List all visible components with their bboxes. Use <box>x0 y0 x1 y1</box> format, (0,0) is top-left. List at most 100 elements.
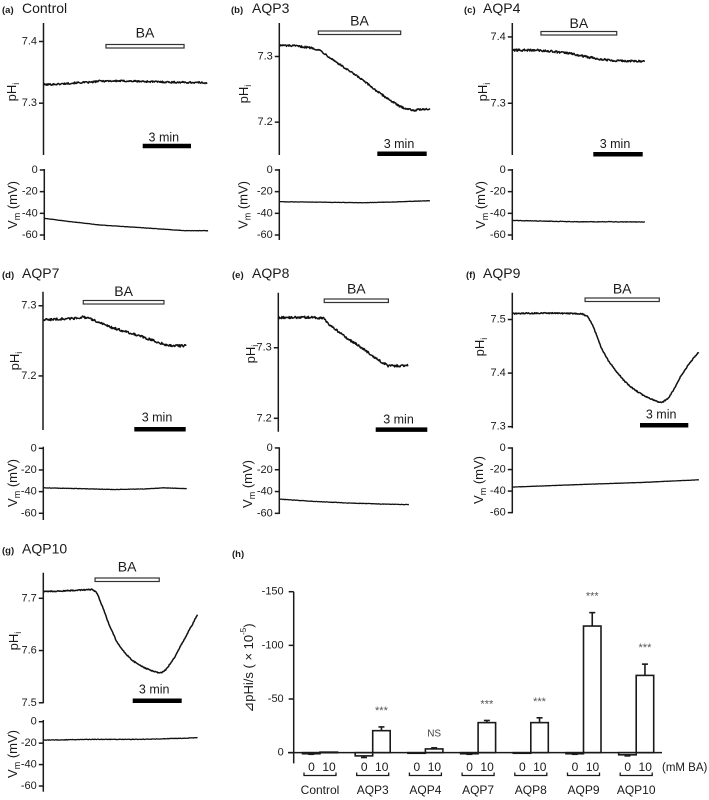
bar-ytick-label: 0 <box>278 747 284 759</box>
bar-10mM-aqp3 <box>371 729 392 754</box>
panel-label: (f) <box>466 270 476 281</box>
ph-ytick-label: 7.7 <box>22 592 37 604</box>
group-label: AQP7 <box>462 783 494 797</box>
dose-label-10mM: 10 <box>322 760 336 774</box>
vm-ytick-label: -60 <box>21 780 37 792</box>
vm-trace <box>279 199 431 204</box>
dose-label-10mM: 10 <box>533 760 547 774</box>
vm-axis-label: Vm (mV) <box>5 181 23 229</box>
panel-h-bar-chart: (h)-150-100-500⊿pHi/s ( × 10-5)0 10Contro… <box>232 549 708 797</box>
ph-axis-label-main: pH <box>7 354 22 371</box>
time-scale-bar-label: 3 min <box>383 412 414 426</box>
dose-label-0mM: 0 <box>414 760 421 774</box>
ph-axis-label: pHi <box>7 352 25 371</box>
vm-ytick-label: -60 <box>22 229 38 241</box>
ph-axis-label-main: pH <box>236 87 251 104</box>
vm-axis-label-main: V <box>5 220 20 229</box>
ph-axis-label-subscript: i <box>13 632 23 634</box>
dose-label-10mM: 10 <box>586 760 600 774</box>
group-bracket <box>356 772 390 777</box>
ba-label: BA <box>114 283 133 299</box>
panel-title: AQP10 <box>22 541 67 557</box>
bar-10mM-aqp9 <box>582 625 602 754</box>
panel-label: (d) <box>2 270 14 281</box>
ph-axis-label-subscript: i <box>482 83 492 85</box>
vm-axis-label-unit: (mV) <box>5 730 20 762</box>
group-bracket <box>303 772 337 777</box>
ph-ytick-label: 7.4 <box>491 31 506 43</box>
vm-trace <box>512 219 645 223</box>
ba-label: BA <box>118 559 137 575</box>
vm-ytick-label: -20 <box>490 464 506 476</box>
dose-label-10mM: 10 <box>639 760 653 774</box>
group-label: AQP9 <box>567 783 599 797</box>
panel-label: (b) <box>231 5 243 16</box>
ph-ytick-label: 7.5 <box>491 313 506 325</box>
vm-axis-label-unit: (mV) <box>235 181 250 213</box>
bar-ytick-label: -100 <box>262 639 284 651</box>
ph-axis-label: pHi <box>472 338 490 357</box>
panel-title: AQP3 <box>252 0 290 16</box>
panel-label: (e) <box>232 270 244 281</box>
time-scale-bar-label: 3 min <box>139 682 170 696</box>
ph-trace <box>511 48 646 63</box>
group-bracket <box>408 772 443 777</box>
vm-ytick-label: -20 <box>257 464 273 476</box>
ph-ytick-label: 7.6 <box>22 645 37 657</box>
ba-application-bar <box>105 43 185 49</box>
group-bracket <box>461 772 495 777</box>
panel-title: AQP4 <box>483 0 521 16</box>
vm-axis-label-unit: (mV) <box>5 181 20 213</box>
vm-ytick-label: -20 <box>490 186 506 198</box>
ph-axis-label-main: pH <box>243 347 258 364</box>
vm-axis-label-subscript: m <box>12 213 22 221</box>
group-label: AQP4 <box>409 783 441 797</box>
bar-10mM-aqp7 <box>477 721 497 754</box>
panel-title: Control <box>22 0 67 16</box>
dose-label-0mM: 0 <box>361 760 368 774</box>
ph-axis-label-subscript: i <box>250 345 260 347</box>
group-bracket <box>566 772 601 777</box>
panel-b-aqp3: (b) AQP3 7.3 7.2 pHi 0 -20 -40 -60 Vm (mV) BA 3 min <box>231 0 431 241</box>
ba-label: BA <box>136 25 155 41</box>
ba-label: BA <box>347 280 366 296</box>
time-scale-bar-label: 3 min <box>600 137 631 151</box>
significance-label: *** <box>533 696 547 708</box>
bar-10mM-aqp8 <box>529 721 550 754</box>
vm-axis-label-subscript: m <box>243 213 253 221</box>
vm-trace <box>512 479 699 488</box>
ba-application-bar <box>94 577 160 583</box>
significance-label: *** <box>586 591 600 603</box>
ph-trace <box>511 311 700 404</box>
ph-axis-label-main: pH <box>475 85 490 102</box>
vm-axis-label-unit: (mV) <box>5 459 20 491</box>
ph-ytick-label: 7.4 <box>491 367 506 379</box>
vm-axis-label-unit: (mV) <box>240 460 255 492</box>
vm-axis-label-unit: (mV) <box>473 181 488 213</box>
bar-y-axis-label-main: ⊿pHi/s ( × 10 <box>241 635 256 713</box>
dose-label-0mM: 0 <box>519 760 526 774</box>
vm-ytick-label: 0 <box>31 716 37 728</box>
bar-ytick-label: -50 <box>268 693 284 705</box>
vm-ytick-label: -60 <box>257 507 273 519</box>
vm-ytick-label: -20 <box>21 464 37 476</box>
ph-trace <box>43 588 199 674</box>
significance-label: *** <box>480 698 494 710</box>
panel-label: (h) <box>232 549 244 560</box>
time-scale-bar-label: 3 min <box>149 131 180 145</box>
significance-label: *** <box>375 705 389 717</box>
dose-unit-label: (mM BA) <box>662 762 708 774</box>
ph-trace <box>43 79 208 86</box>
vm-ytick-label: -40 <box>21 486 37 498</box>
vm-ytick-label: -60 <box>21 507 37 519</box>
vm-trace <box>44 217 209 232</box>
vm-axis-label-subscript: m <box>12 491 22 499</box>
ph-ytick-label: 7.5 <box>22 697 37 709</box>
time-scale-bar-label: 3 min <box>384 137 415 151</box>
group-bracket <box>619 772 653 777</box>
vm-ytick-label: -40 <box>22 207 38 219</box>
bar-y-axis-label-exponent: -5 <box>239 627 248 635</box>
